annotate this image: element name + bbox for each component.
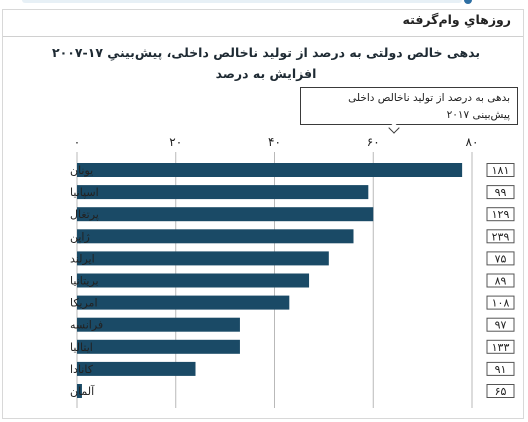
value-badge-label: ۷۵ [495, 252, 507, 265]
value-badge [486, 339, 515, 354]
legend-line-2: پیش‌بینی ۲۰۱۷ [446, 109, 510, 121]
bar [77, 384, 82, 398]
category-label: ایتالیا [70, 341, 93, 354]
value-badge [486, 207, 515, 222]
category-label: یونان [70, 164, 93, 177]
category-label: آلمان [70, 384, 95, 398]
category-label: بریتانیا [70, 275, 99, 288]
value-badge-label: ۶۵ [495, 385, 507, 398]
value-badge-label: ۲۳۹ [492, 230, 510, 243]
x-tick-label: ۸۰ [466, 135, 479, 149]
value-badge-label: ۱۰۸ [492, 297, 510, 310]
top-strip-accent [464, 0, 472, 4]
category-label: فرانسه [70, 319, 103, 332]
legend-callout: بدهی به درصد از تولید ناخالص داخلی پیش‌ب… [300, 87, 518, 125]
bar [77, 273, 310, 288]
value-badge [486, 361, 515, 376]
bar [77, 339, 240, 354]
category-label: امریکا [70, 297, 98, 310]
value-badge [486, 251, 515, 266]
value-badge [486, 229, 515, 244]
bar [77, 361, 196, 376]
x-tick-label: ۶۰ [367, 135, 380, 149]
value-badge-label: ۱۸۱ [492, 164, 510, 177]
bar [77, 295, 290, 310]
value-badge-label: ۱۲۹ [492, 208, 510, 221]
value-badge-label: ۹۷ [495, 319, 507, 332]
value-badge-label: ۹۱ [495, 363, 507, 376]
x-tick-label: ۰ [74, 135, 80, 149]
bar [77, 207, 374, 222]
section-title: روزهایِ وام‌گرفته [402, 12, 511, 27]
value-badge [486, 384, 515, 398]
category-label: پرتغال [70, 208, 99, 221]
value-badge-label: ۸۹ [495, 275, 507, 288]
bar [77, 163, 463, 177]
x-tick-label: ۴۰ [268, 135, 281, 149]
header-divider [3, 36, 523, 37]
category-label: ایرلند [70, 252, 95, 265]
value-badge [486, 273, 515, 288]
value-badge [486, 295, 515, 310]
chart-title: بدهی خالص دولتی به درصد از تولید ناخالص … [23, 42, 509, 84]
chart-title-line-1: بدهی خالص دولتی به درصد از تولید ناخالص … [51, 45, 481, 60]
x-tick-label: ۲۰ [169, 135, 182, 149]
legend-line-1: بدهی به درصد از تولید ناخالص داخلی [348, 92, 510, 104]
top-decoration [2, 0, 524, 5]
bar [77, 251, 329, 266]
category-label: کانادا [70, 363, 94, 376]
value-badge-label: ۱۳۳ [492, 341, 510, 354]
value-badge [486, 185, 515, 200]
category-label: ژاپن [70, 230, 90, 243]
bar [77, 229, 354, 244]
bar [77, 185, 369, 200]
value-badge-label: ۹۹ [495, 186, 507, 199]
value-badge [486, 317, 515, 332]
top-strip-bar [22, 0, 462, 3]
category-label: اسپانیا [70, 186, 99, 199]
bar [77, 317, 240, 332]
chart-subtitle: افزایش به درصد [215, 66, 317, 81]
value-badge [486, 163, 515, 177]
